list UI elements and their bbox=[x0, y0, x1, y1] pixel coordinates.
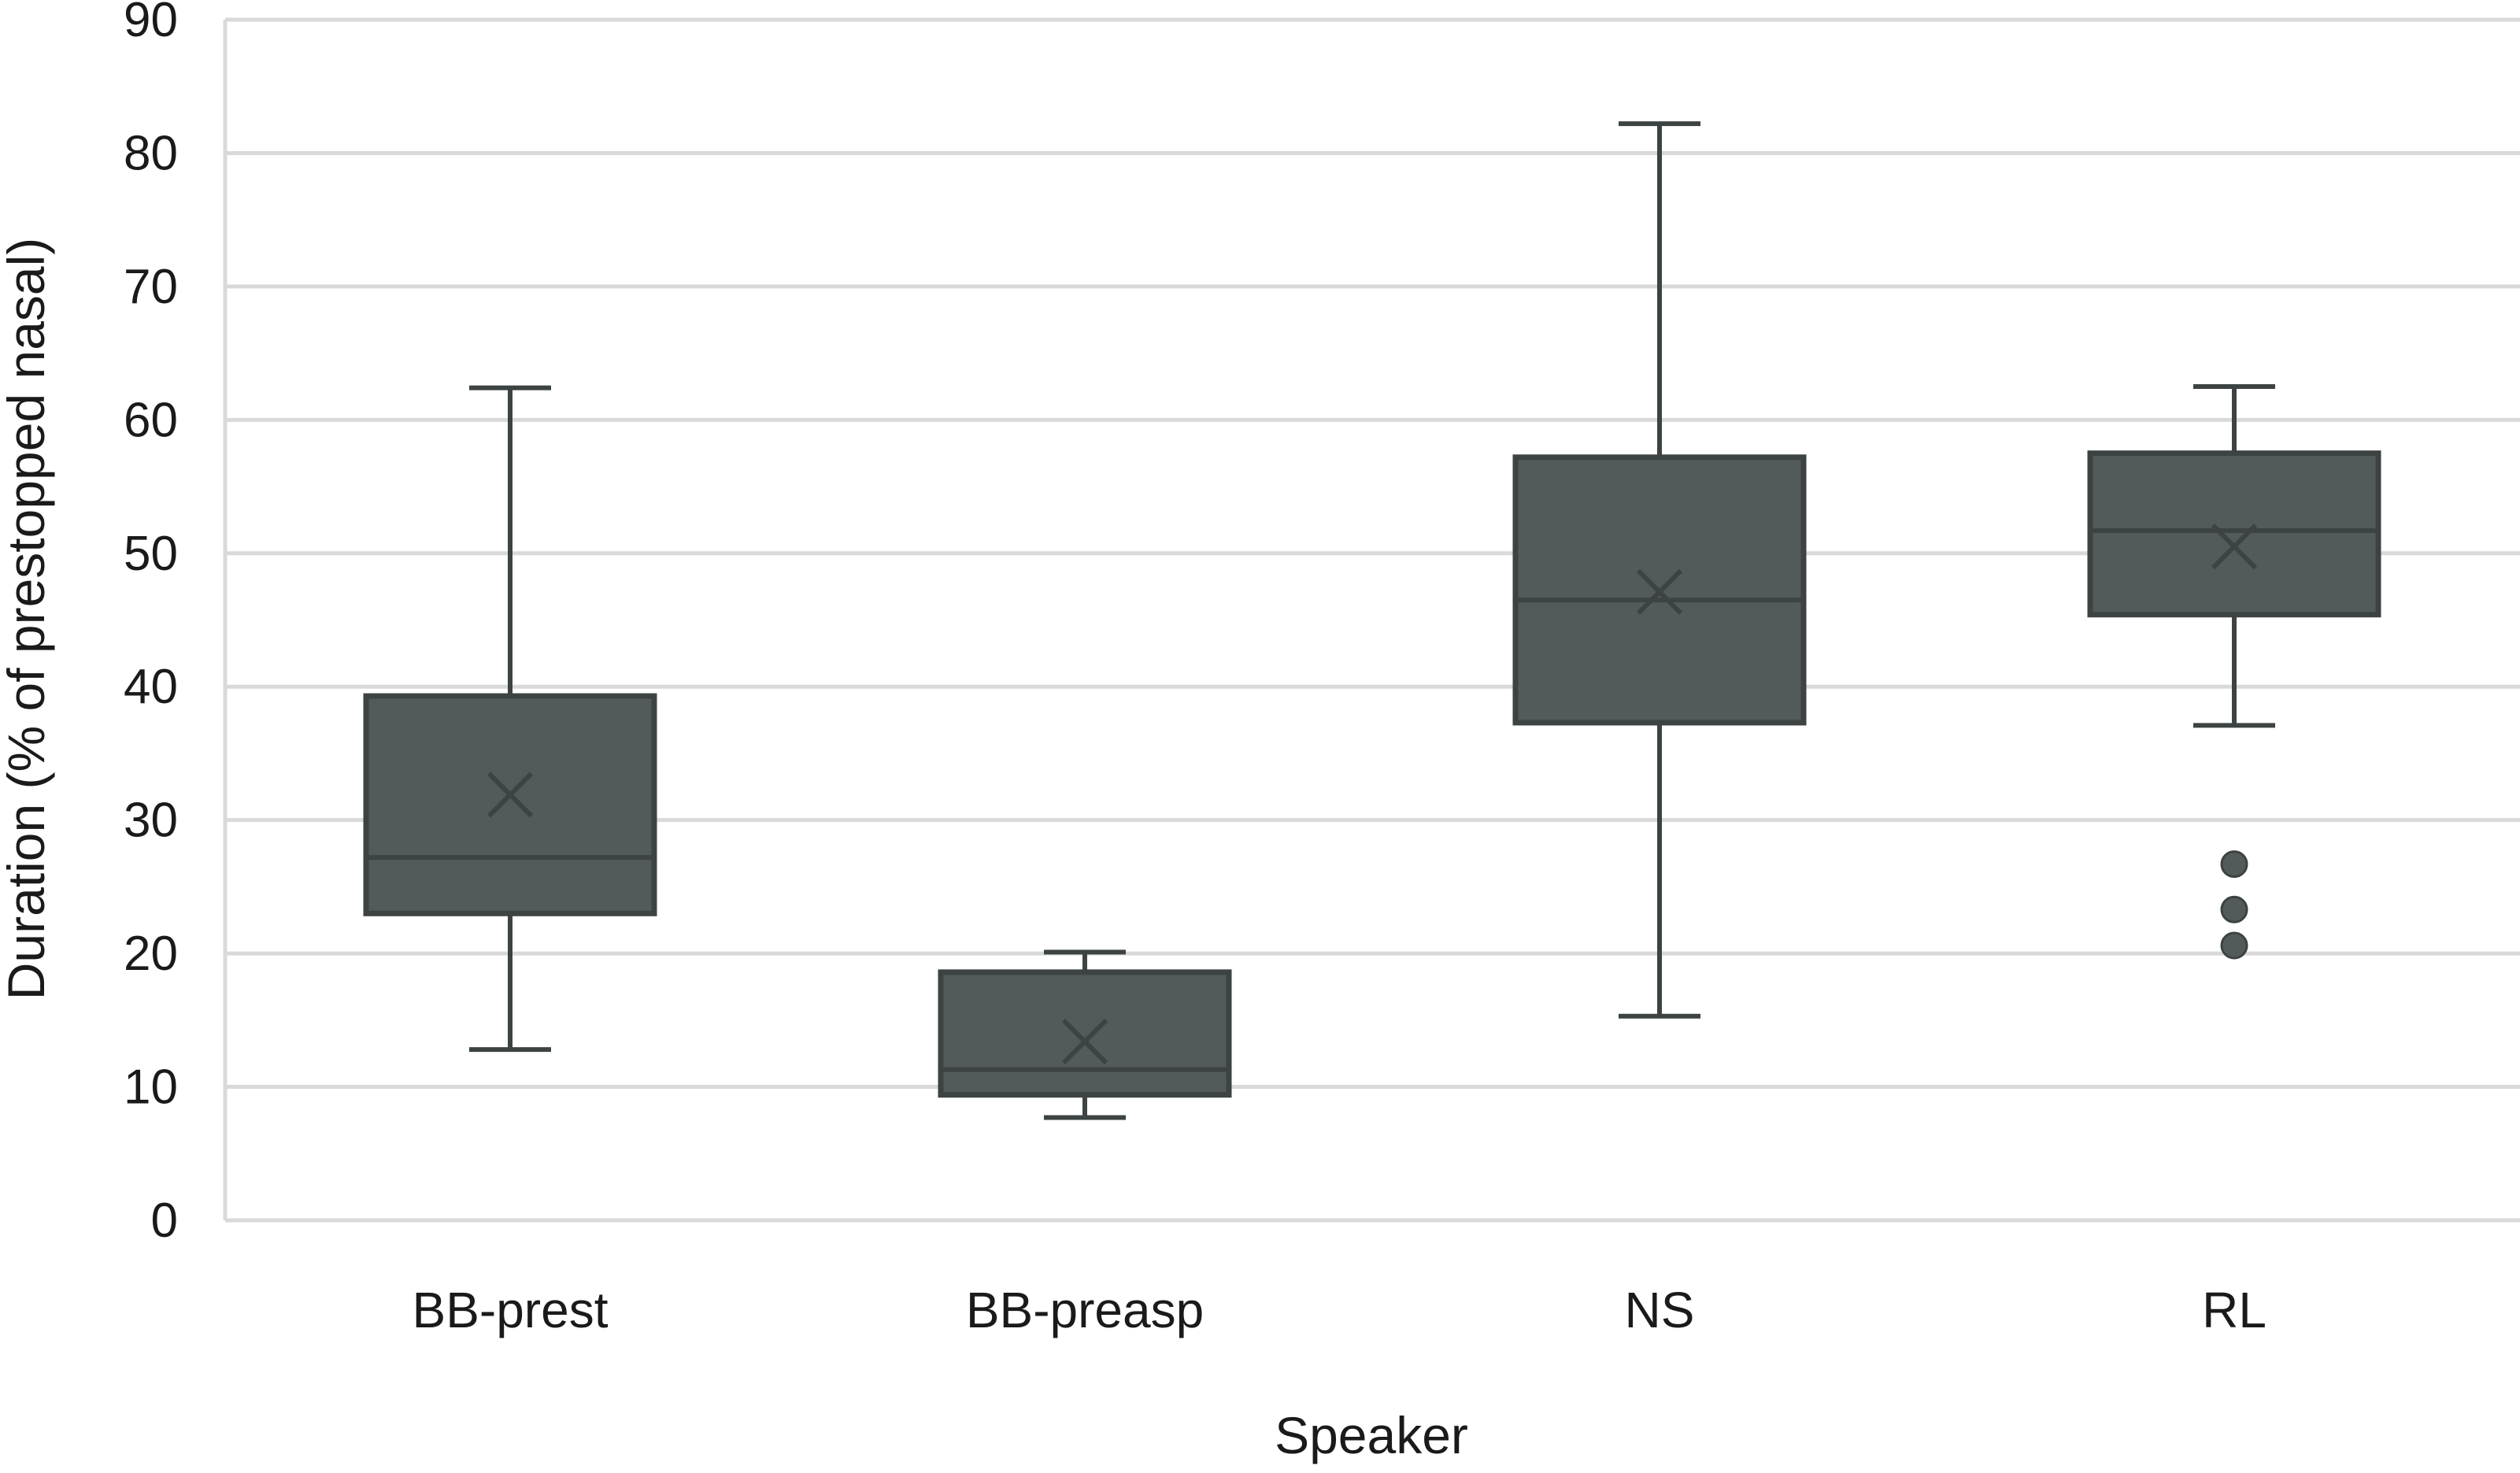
y-tick-label-70: 70 bbox=[124, 260, 178, 314]
outlier-point-rl-2 bbox=[2220, 931, 2248, 960]
x-tick-label-ns: NS bbox=[1625, 1282, 1695, 1338]
mean-marker-stroke-b-ns bbox=[1636, 568, 1683, 616]
box-group-bb-preasp bbox=[938, 949, 1232, 1120]
mean-marker-bb-prest bbox=[487, 772, 534, 818]
y-tick-label-50: 50 bbox=[124, 527, 178, 581]
y-tick-label-0: 0 bbox=[151, 1194, 178, 1248]
y-tick-label-30: 30 bbox=[124, 794, 178, 848]
box-group-bb-prest bbox=[363, 385, 657, 1053]
mean-marker-ns bbox=[1636, 568, 1683, 616]
box-rl bbox=[2087, 450, 2381, 618]
outlier-point-rl-0 bbox=[2220, 850, 2248, 879]
mean-marker-stroke-b-rl bbox=[2211, 524, 2258, 570]
y-tick-label-60: 60 bbox=[124, 393, 178, 447]
y-tick-label-20: 20 bbox=[124, 927, 178, 981]
boxes bbox=[363, 121, 2381, 1120]
box-bb-prest bbox=[363, 693, 657, 916]
mean-marker-bb-preasp bbox=[1061, 1018, 1108, 1065]
outlier-point-rl-1 bbox=[2220, 895, 2248, 923]
mean-marker-rl bbox=[2211, 524, 2258, 570]
box-group-rl bbox=[2087, 383, 2381, 960]
y-tick-label-80: 80 bbox=[124, 126, 178, 180]
y-tick-label-10: 10 bbox=[124, 1060, 178, 1115]
box-group-ns bbox=[1512, 121, 1807, 1019]
y-tick-label-90: 90 bbox=[124, 0, 178, 47]
x-tick-label-bb-prest: BB-prest bbox=[413, 1282, 609, 1338]
y-tick-label-40: 40 bbox=[124, 660, 178, 714]
x-tick-label-bb-preasp: BB-preasp bbox=[966, 1282, 1204, 1338]
box-bb-preasp bbox=[938, 969, 1232, 1098]
labels: 0 10 20 30 40 50 60 70 80 90 BB-prest BB-preasp NS RL bbox=[124, 0, 2267, 1338]
gridlines bbox=[225, 17, 2520, 1223]
y-axis-title: Duration (% of prestopped nasal) bbox=[0, 238, 55, 1001]
mean-marker-stroke-b-bb-preasp bbox=[1061, 1018, 1108, 1065]
x-axis-title: Speaker bbox=[1275, 1406, 1468, 1464]
mean-marker-stroke-b-bb-prest bbox=[487, 772, 534, 818]
x-tick-label-rl: RL bbox=[2202, 1282, 2267, 1338]
